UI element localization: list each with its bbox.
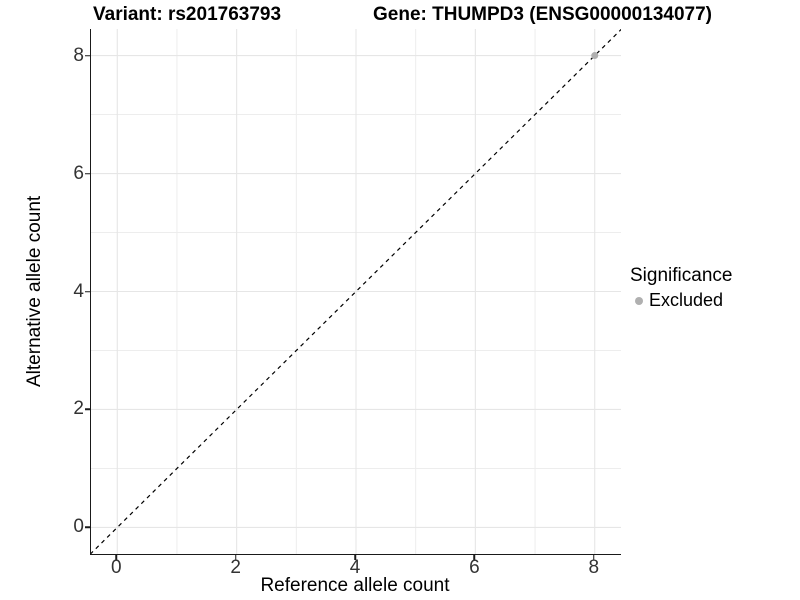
x-tick-label: 8 [588, 557, 600, 578]
data-point-excluded [591, 52, 599, 60]
y-tick-label: 8 [73, 44, 84, 66]
legend: Significance Excluded [630, 265, 732, 311]
plot-panel [90, 29, 621, 555]
y-tick-mark [85, 526, 90, 529]
x-tick-mark [115, 555, 117, 560]
legend-title: Significance [630, 265, 733, 286]
y-tick-mark [85, 290, 90, 293]
y-tick-mark [85, 408, 90, 411]
y-axis-title: Alternative allele count [24, 195, 45, 388]
x-tick-label: 4 [349, 557, 361, 578]
y-tick-mark [85, 172, 90, 175]
legend-item-label: Excluded [649, 290, 724, 310]
x-tick-mark [234, 555, 237, 560]
y-tick-label: 2 [73, 398, 84, 420]
x-tick-mark [473, 555, 476, 560]
y-tick-label: 6 [73, 162, 84, 184]
plot-canvas [91, 29, 621, 554]
x-tick-mark [592, 555, 595, 560]
gene-title: Gene: THUMPD3 (ENSG00000134077) [373, 4, 712, 25]
x-tick-label: 2 [230, 557, 241, 578]
variant-title: Variant: rs201763793 [93, 4, 282, 25]
legend-item-excluded: Excluded [630, 290, 732, 311]
x-axis-title: Reference allele count [260, 575, 450, 596]
y-tick-label: 0 [73, 516, 84, 538]
x-tick-mark [354, 555, 356, 560]
x-tick-label: 6 [469, 557, 480, 578]
x-tick-label: 0 [110, 557, 122, 578]
y-tick-mark [85, 54, 90, 57]
y-tick-label: 4 [73, 280, 84, 302]
excluded-point-icon [635, 296, 643, 305]
